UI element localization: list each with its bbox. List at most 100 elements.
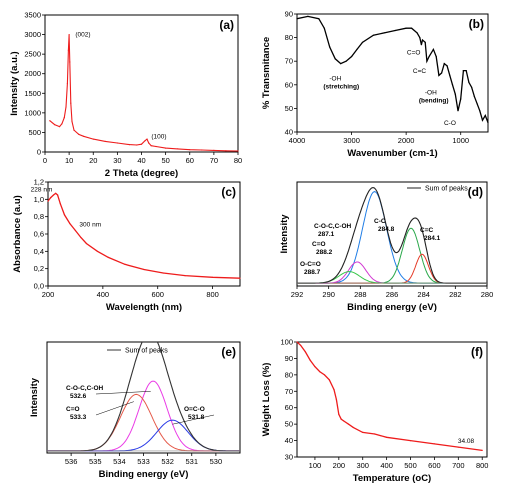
legend-label: Sum of peaks: [425, 186, 468, 193]
data-point: [419, 37, 421, 39]
data-point: [92, 138, 94, 140]
data-point: [61, 123, 63, 125]
y-tick-label: 0: [37, 148, 41, 157]
y-axis-label: Intensity (a.u.): [9, 51, 20, 115]
chart-panel-6: 100 200 300 400 500 600 700 800 30 40 50 60 70 80 90 10…: [261, 338, 488, 485]
panel-label: (c): [221, 185, 236, 199]
data-point: [304, 351, 306, 353]
data-point: [54, 124, 56, 126]
y-tick-label: 1,2: [34, 178, 44, 187]
component-peak: [297, 253, 487, 284]
x-tick-label: 286: [386, 290, 399, 299]
x-tick-label: 60: [186, 156, 194, 165]
peak-label: C=O: [312, 241, 326, 248]
x-tick-label: 4000: [289, 136, 306, 145]
data-point: [296, 18, 298, 20]
data-point: [420, 44, 422, 46]
x-tick-label: 531: [185, 457, 198, 466]
data-point: [372, 34, 374, 36]
x-tick-label: 400: [97, 290, 110, 299]
x-tick-label: 50: [161, 156, 169, 165]
chart-panel-4: 292 290 288 286 284 282 280 Binding energy (eV)…: [279, 181, 493, 313]
peak-value: 288.7: [304, 269, 321, 276]
data-point: [213, 149, 215, 151]
y-tick-label: 60: [285, 80, 293, 89]
y-tick-label: 80: [285, 370, 293, 379]
data-point: [352, 426, 354, 428]
panel-label: (d): [468, 185, 483, 199]
data-point: [441, 72, 443, 74]
y-tick-label: 50: [285, 104, 293, 113]
y-tick-label: 1,0: [34, 195, 44, 204]
data-point: [63, 117, 65, 119]
data-point: [338, 413, 340, 415]
data-point: [57, 194, 59, 196]
data-point: [465, 70, 467, 72]
x-tick-label: 80: [234, 156, 242, 165]
plot-frame: [296, 341, 488, 458]
y-tick-label: 90: [285, 10, 293, 19]
y-tick-label: 40: [285, 128, 293, 137]
chart-panel-1: 0 10 20 30 40 50 60 70 80 0 500 1000 1500 2000 2500 300…: [9, 11, 242, 180]
data-point: [309, 359, 311, 361]
data-point: [435, 55, 437, 58]
y-tick-label: 60: [285, 403, 293, 412]
plot-frame: [44, 14, 239, 153]
x-tick-label: 533: [137, 457, 150, 466]
data-point: [52, 194, 55, 196]
x-tick-label: 600: [151, 290, 164, 299]
x-tick-label: 284: [417, 290, 430, 299]
peak-label: C=C: [420, 227, 433, 234]
data-point: [457, 110, 459, 112]
chart-panel-3: 200 400 600 800 0,0 0,2 0,4 0,6 0,8 1,0 1,2 Wavelen…: [12, 178, 241, 313]
peak-value: 287.1: [318, 231, 335, 238]
legend-label: Sum of peaks: [125, 348, 168, 355]
data-point: [318, 18, 320, 20]
data-point: [70, 102, 72, 104]
data-line: [297, 342, 483, 452]
y-tick-label: 0,8: [34, 212, 44, 221]
x-tick-label: 300: [356, 461, 369, 470]
x-tick-label: 700: [452, 461, 465, 470]
x-tick-label: 200: [42, 290, 55, 299]
data-point: [335, 398, 337, 401]
data-point: [333, 389, 335, 391]
data-point: [323, 27, 325, 29]
data-point: [345, 60, 347, 62]
y-tick-label: 1000: [24, 108, 41, 117]
data-line: [48, 192, 240, 279]
y-tick-label: 40: [285, 436, 293, 445]
data-point: [63, 214, 66, 216]
annotation-label: 228 nm: [31, 186, 53, 193]
data-point: [143, 268, 145, 271]
data-point: [65, 106, 67, 108]
data-point: [438, 74, 440, 76]
x-axis-label: Wavelength (nm): [106, 302, 182, 313]
x-tick-label: 70: [210, 156, 218, 165]
x-tick-label: 532: [161, 457, 174, 466]
panel-label: (a): [219, 18, 234, 32]
y-tick-label: 50: [285, 420, 293, 429]
data-point: [144, 140, 146, 142]
data-point: [323, 374, 326, 376]
peak-value: 288.2: [316, 249, 333, 256]
data-point: [49, 120, 51, 122]
peak-label: C-C: [374, 218, 386, 225]
annotation-label: -OH: [329, 75, 341, 82]
data-point: [68, 34, 70, 36]
data-point: [362, 431, 364, 433]
data-point: [150, 145, 152, 147]
annotation-sublabel: (bending): [419, 97, 449, 104]
peak-label: C-O-C,C-OH: [66, 385, 103, 392]
leader-line: [95, 401, 134, 416]
x-tick-label: 800: [476, 461, 489, 470]
data-point: [319, 371, 321, 373]
x-tick-label: 534: [113, 457, 126, 466]
panel-label: (e): [221, 345, 236, 359]
peak-value: 533.3: [70, 414, 87, 421]
peak-value: 532.6: [70, 393, 87, 400]
data-point: [426, 60, 428, 62]
data-line: [49, 34, 238, 152]
data-point: [237, 150, 239, 152]
